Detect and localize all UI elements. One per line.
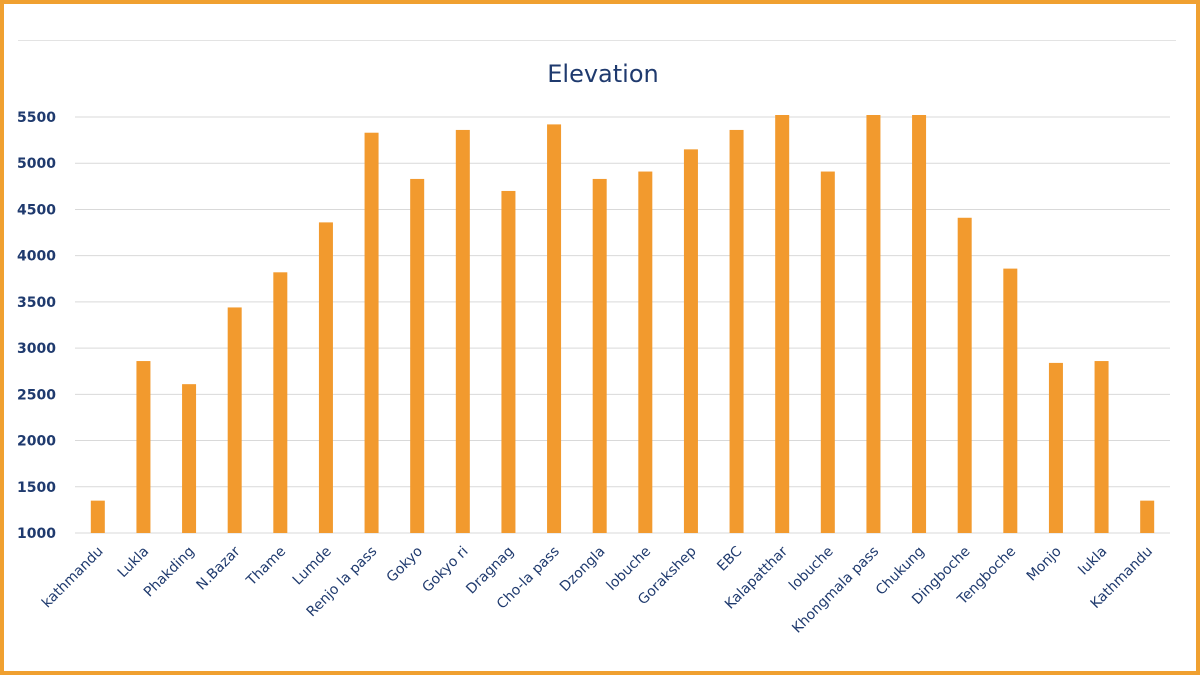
bars — [90, 115, 1155, 534]
bar — [410, 178, 425, 533]
x-tick-label: Thame — [243, 544, 289, 590]
bar — [227, 307, 242, 533]
bar — [866, 115, 881, 533]
y-axis-ticks: 1000 1500 2000 2500 3000 3500 4000 4500 5000 5500 — [17, 110, 56, 542]
bar — [912, 115, 927, 533]
bar — [1140, 500, 1155, 533]
bar — [592, 178, 607, 533]
bar — [638, 171, 653, 533]
y-tick-label: 2500 — [17, 387, 56, 403]
bar — [957, 217, 972, 533]
x-tick-label: Khongmala pass — [789, 544, 882, 637]
y-tick-label: 2000 — [17, 434, 56, 450]
x-tick-label: N.Bazar — [193, 543, 243, 593]
x-tick-label: Lukla — [115, 544, 152, 581]
bar — [182, 384, 197, 533]
x-tick-label: kathmandu — [39, 544, 107, 612]
bar — [501, 190, 516, 533]
bar — [1094, 361, 1109, 533]
y-tick-label: 3000 — [17, 341, 56, 357]
x-tick-label: Monjo — [1024, 544, 1065, 585]
y-tick-label: 3500 — [17, 295, 56, 311]
x-tick-label: EBC — [714, 543, 745, 574]
bar — [683, 149, 698, 533]
bar — [90, 500, 105, 533]
bar — [1003, 268, 1018, 533]
bar — [729, 129, 744, 534]
x-tick-label: Lumde — [290, 544, 335, 589]
y-tick-label: 1000 — [17, 526, 56, 542]
bar — [547, 124, 562, 533]
bar — [775, 115, 790, 533]
x-tick-label: Dzongla — [557, 544, 609, 596]
chart-title: Elevation — [547, 60, 658, 88]
y-tick-label: 1500 — [17, 480, 56, 496]
y-tick-label: 5500 — [17, 110, 56, 126]
bar — [455, 129, 470, 534]
bar — [318, 222, 333, 534]
bar — [820, 171, 835, 533]
bar — [273, 272, 288, 533]
y-tick-label: 5000 — [17, 156, 56, 172]
bar — [1048, 362, 1063, 533]
y-tick-label: 4000 — [17, 249, 56, 265]
bar — [364, 132, 379, 533]
gridlines — [75, 116, 1170, 534]
bar — [136, 361, 151, 533]
x-tick-label: lukla — [1075, 544, 1110, 579]
top-divider — [18, 40, 1176, 41]
x-tick-label: Gokyo — [384, 544, 426, 586]
y-tick-label: 4500 — [17, 202, 56, 218]
